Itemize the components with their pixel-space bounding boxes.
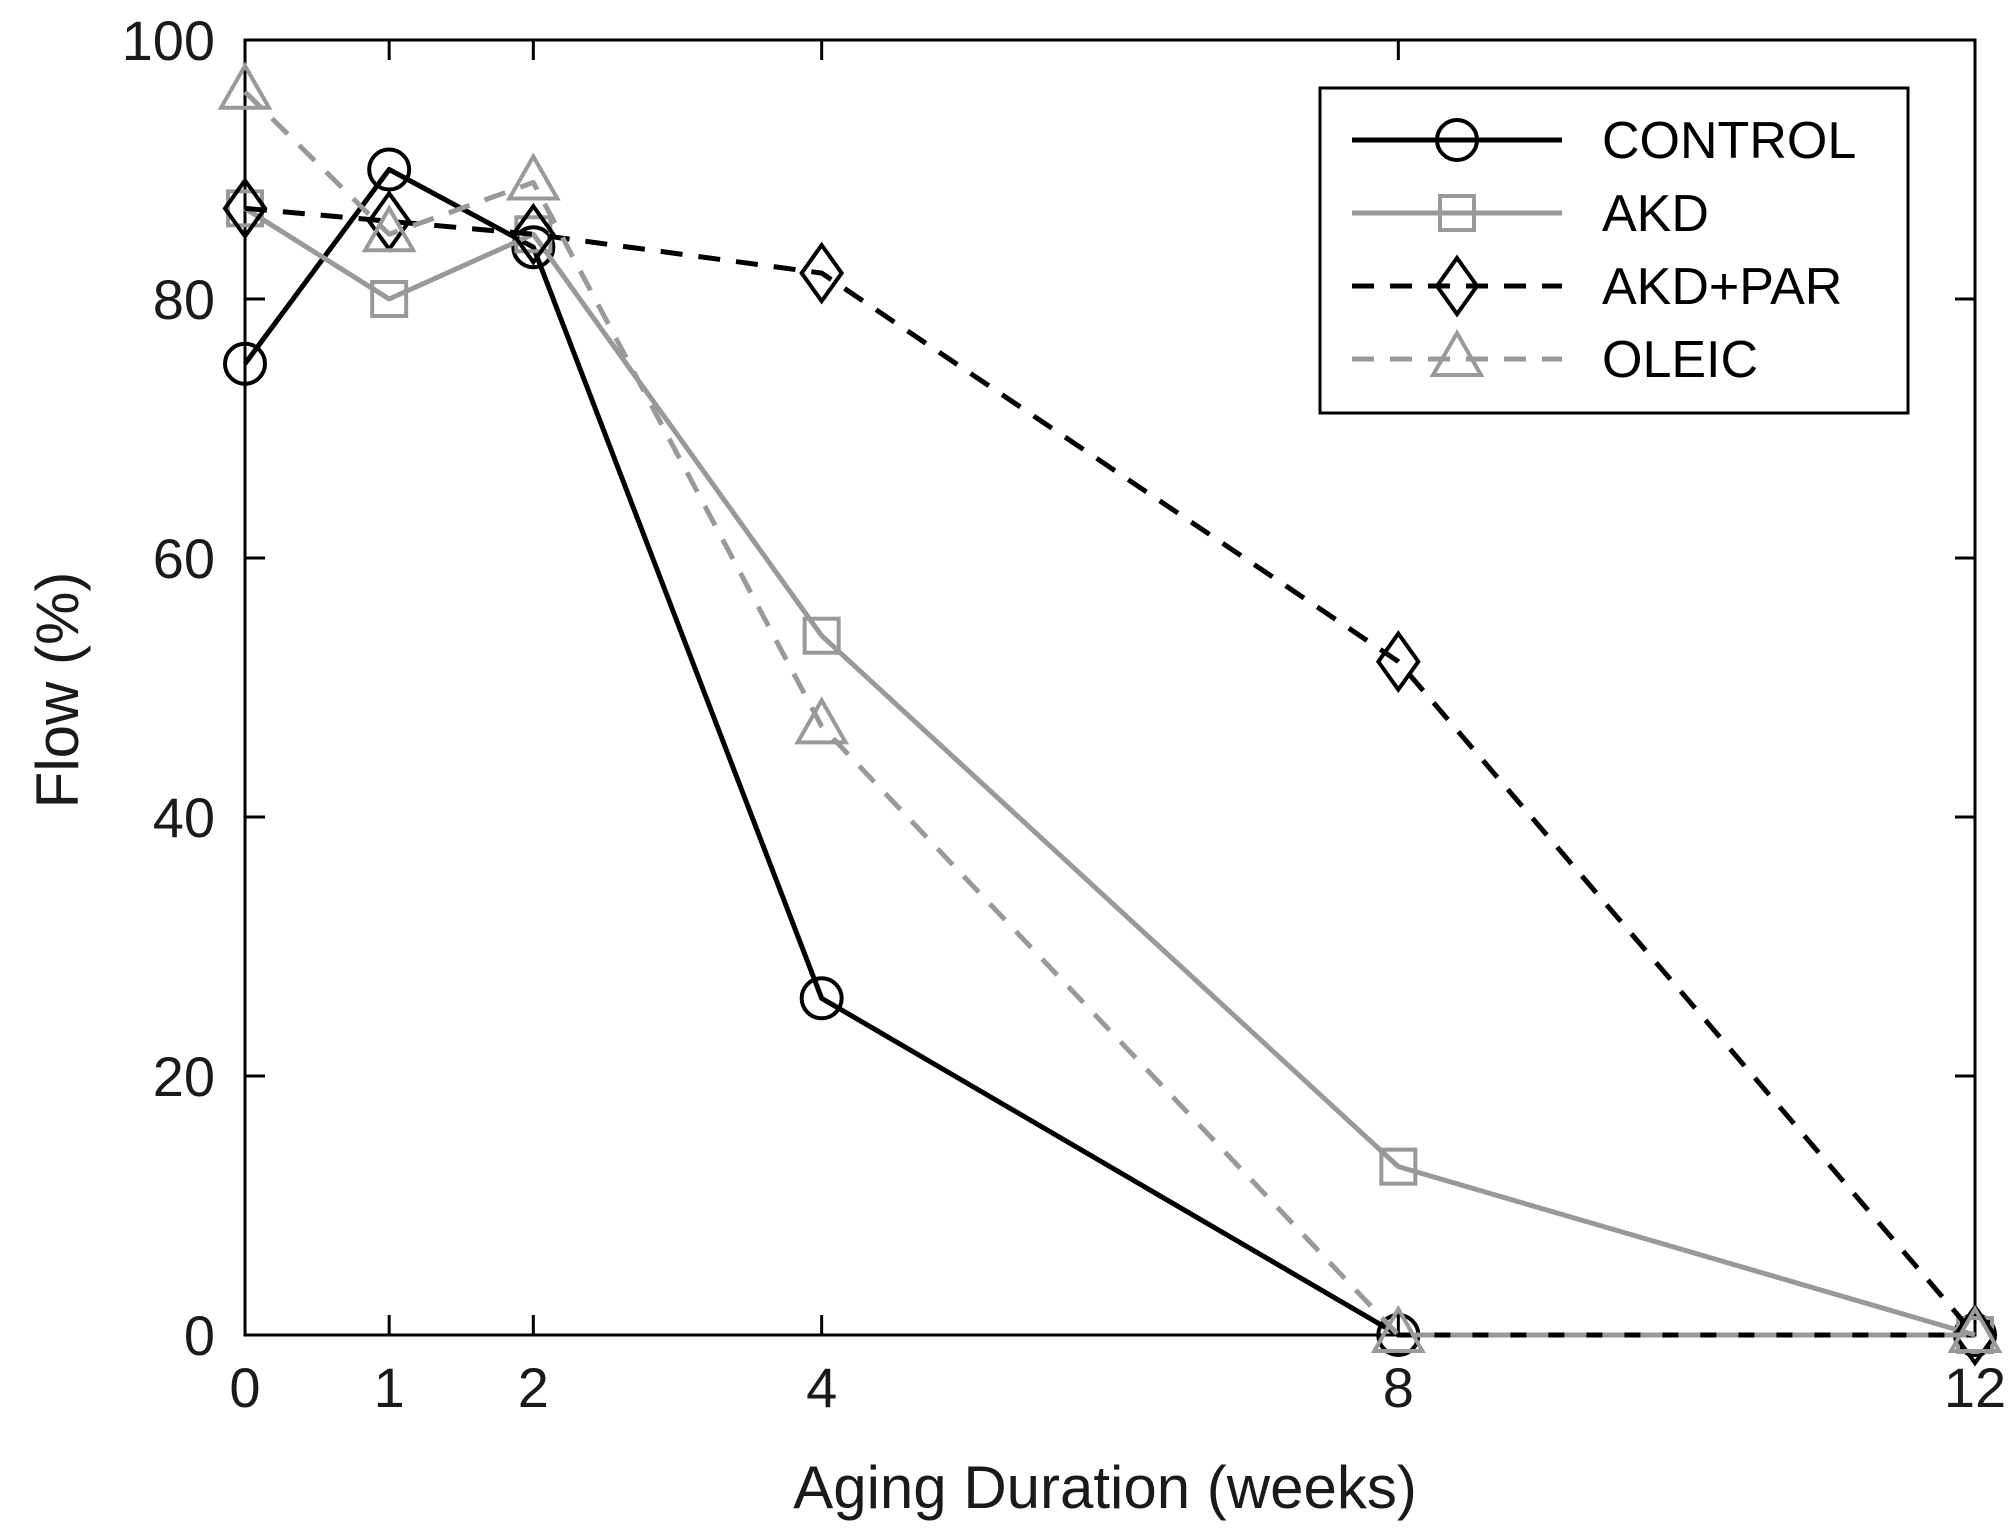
data-point-control-4	[799, 976, 844, 1021]
x-tick-label-12: 12	[1944, 1356, 2006, 1419]
plot-layer: 0 1 2 4 8 12020406080100CONTROLAKDAKD+PAROLEI…	[122, 9, 2007, 1419]
data-point-akd-par-0	[222, 176, 268, 240]
data-point-oleic-12	[1947, 1304, 2003, 1353]
series-line-akd	[243, 206, 1976, 1338]
data-point-oleic-4	[794, 696, 850, 745]
series-line-akd-par	[244, 205, 1977, 1337]
legend-label-akd: AKD	[1602, 185, 1709, 243]
legend-label-control: CONTROL	[1602, 112, 1856, 170]
y-axis-label: Flow (%)	[24, 572, 91, 809]
x-tick-label-0: 0	[229, 1356, 260, 1419]
data-point-akd-par-8	[1375, 630, 1421, 694]
legend-marker-akd	[1438, 194, 1476, 232]
y-tick-label-60: 60	[153, 527, 215, 590]
series-oleic	[217, 61, 2003, 1353]
y-tick-label-80: 80	[153, 268, 215, 331]
data-point-akd-par-2	[510, 202, 556, 266]
plot-frame	[243, 38, 1977, 1337]
series-line-oleic	[243, 90, 1975, 1338]
y-tick-label-40: 40	[153, 786, 215, 849]
data-point-akd-1	[370, 280, 409, 318]
data-point-control-0	[223, 341, 267, 386]
y-tick-label-0: 0	[184, 1304, 215, 1367]
data-point-oleic-2	[505, 152, 561, 201]
y-tick-label-100: 100	[122, 9, 215, 72]
x-tick-label-8: 8	[1383, 1356, 1414, 1419]
x-tick-label-1: 1	[374, 1356, 405, 1419]
series-akd-par	[222, 176, 1998, 1367]
data-point-akd-4	[802, 616, 841, 655]
data-point-akd-8	[1379, 1147, 1418, 1186]
legend-label-akd-par: AKD+PAR	[1602, 258, 1842, 316]
legend-marker-akd-par	[1434, 254, 1480, 318]
legend-marker-oleic	[1429, 328, 1485, 377]
data-point-control-2	[511, 225, 556, 270]
data-point-oleic-0	[217, 61, 273, 110]
x-tick-label-2: 2	[518, 1356, 549, 1419]
x-axis-label: Aging Duration (weeks)	[793, 1454, 1417, 1521]
legend-marker-control	[1435, 118, 1479, 162]
data-point-oleic-8	[1370, 1304, 1426, 1353]
x-tick-label-4: 4	[806, 1356, 837, 1419]
y-tick-label-20: 20	[153, 1045, 215, 1108]
legend-label-oleic: OLEIC	[1602, 331, 1758, 389]
data-point-akd-par-4	[799, 241, 845, 305]
data-point-control-1	[367, 147, 412, 192]
data-point-akd-par-12	[1952, 1303, 1998, 1367]
legend: CONTROL AKD AKD+PAR OLEIC	[1318, 86, 1910, 415]
data-point-oleic-1	[361, 204, 417, 253]
